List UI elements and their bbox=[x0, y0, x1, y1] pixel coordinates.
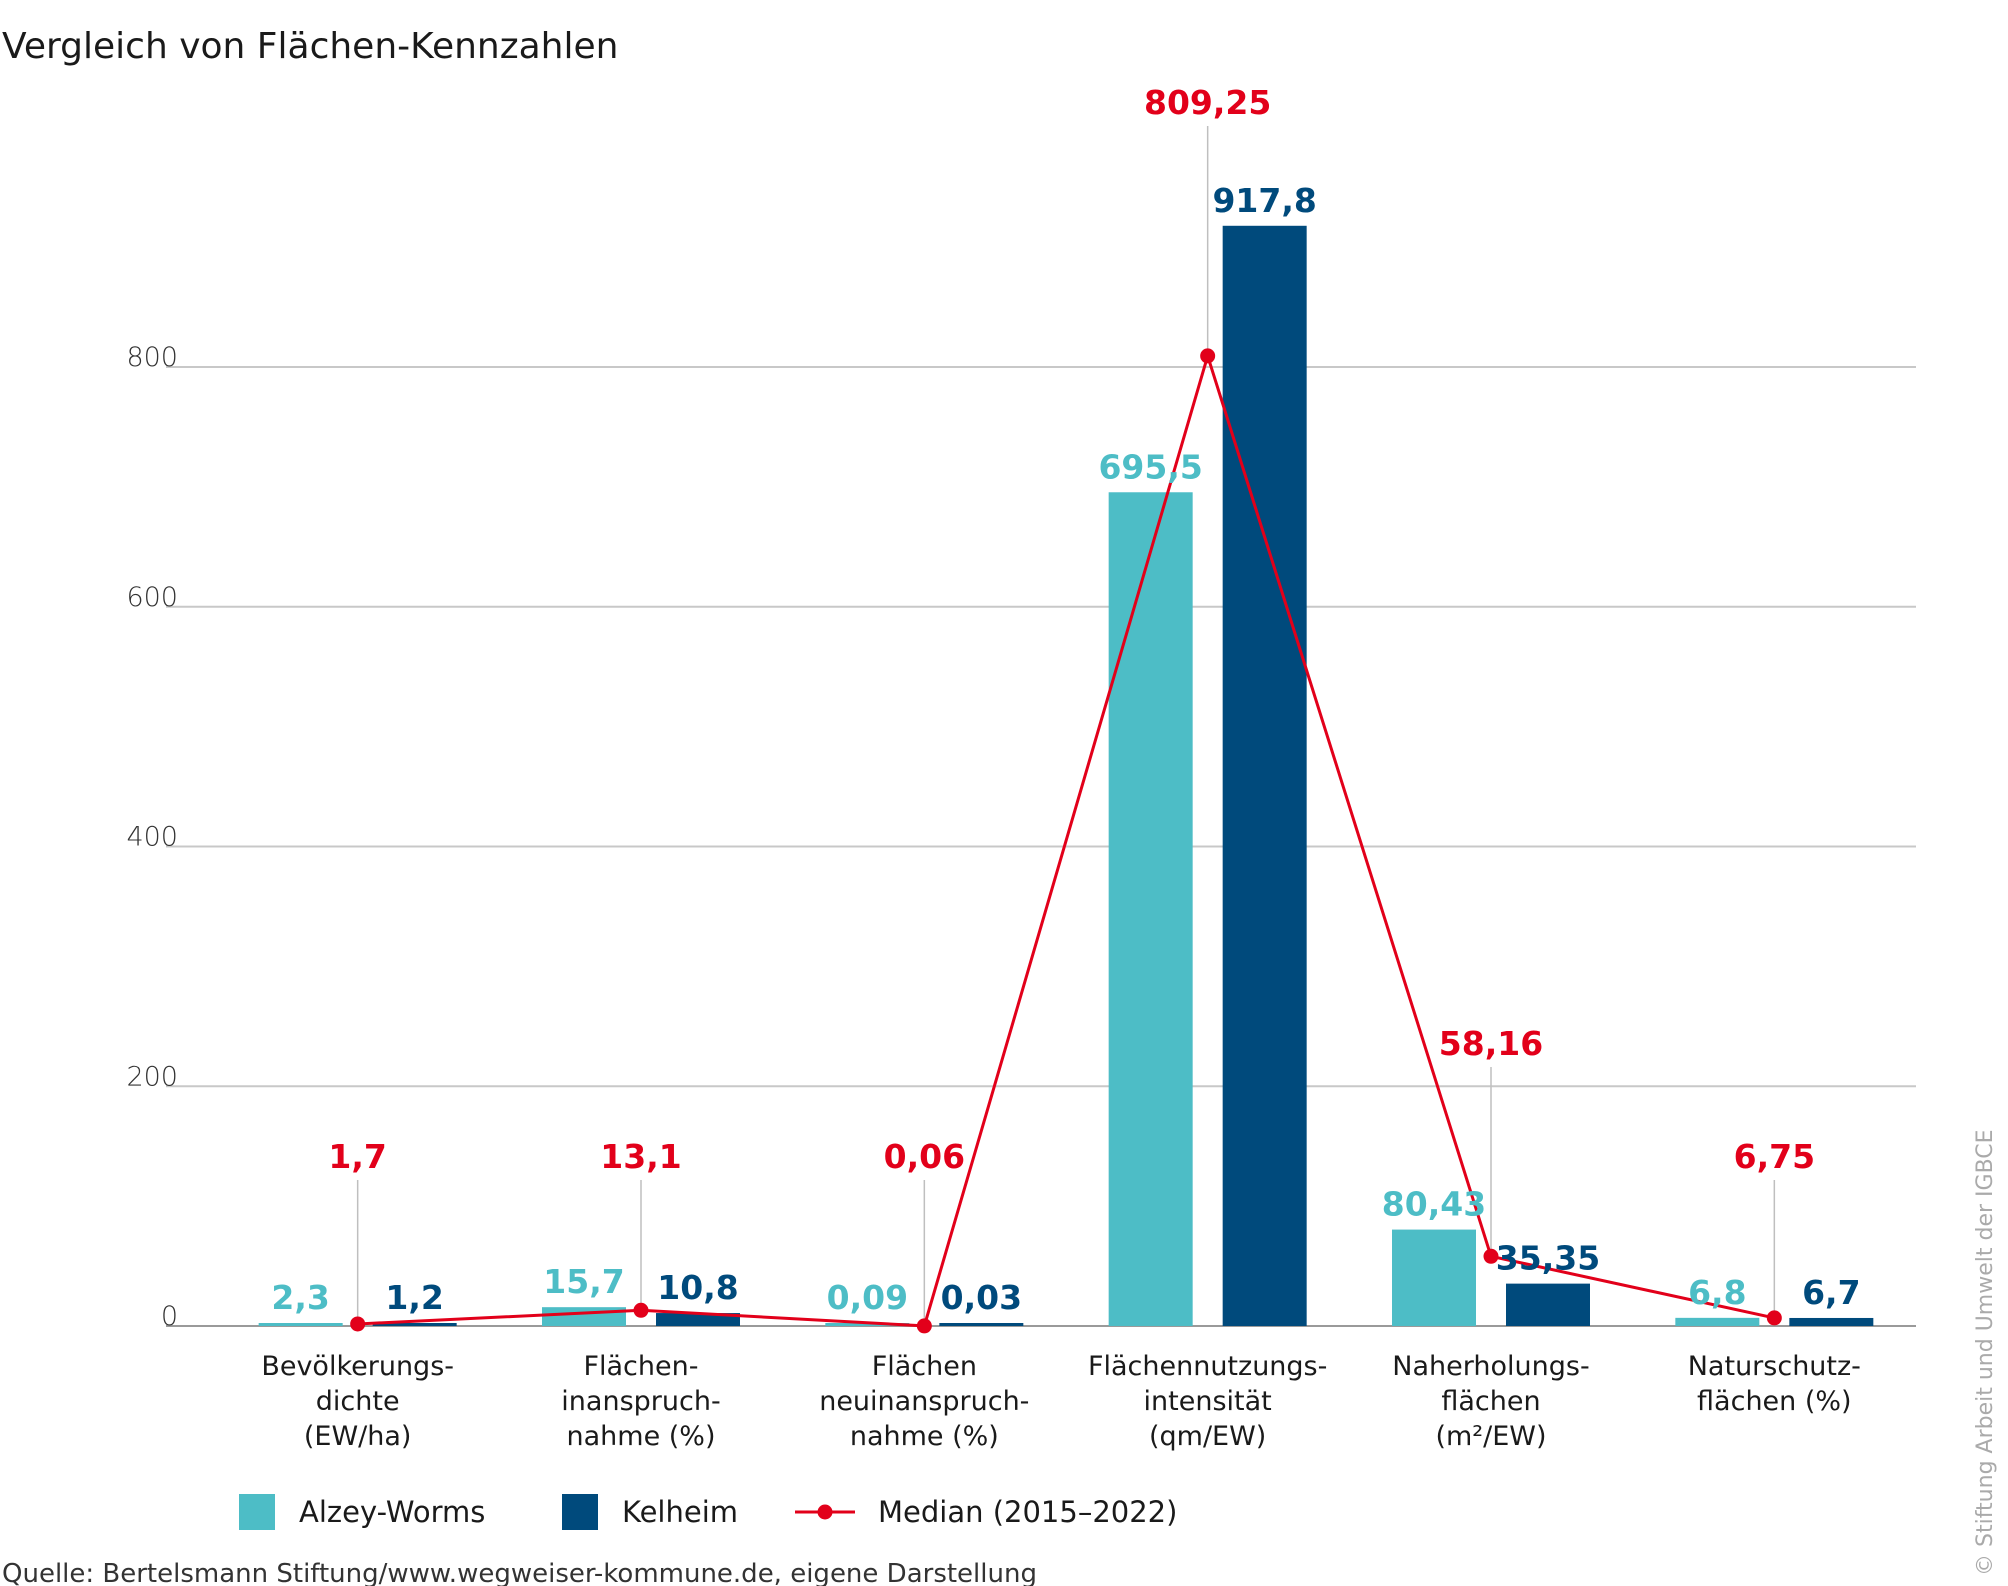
legend-label-alzey-worms: Alzey-Worms bbox=[299, 1495, 485, 1529]
value-label-kelheim: 917,8 bbox=[1212, 181, 1316, 220]
y-tick-label: 400 bbox=[126, 822, 178, 853]
y-tick-label: 600 bbox=[126, 582, 178, 613]
legend-swatch-alzey-worms bbox=[239, 1494, 275, 1530]
bar-kelheim bbox=[1506, 1283, 1590, 1326]
value-label-median: 1,7 bbox=[328, 1137, 386, 1176]
median-point bbox=[1483, 1248, 1499, 1264]
category-label: Flächen neuinanspruch-nahme (%) bbox=[819, 1351, 1029, 1452]
category-label-line: (EW/ha) bbox=[304, 1421, 412, 1452]
value-label-kelheim: 1,2 bbox=[385, 1278, 443, 1317]
category-label-line: flächen bbox=[1441, 1386, 1540, 1417]
legend-label-kelheim: Kelheim bbox=[622, 1495, 738, 1529]
bar-kelheim bbox=[1222, 225, 1307, 1327]
y-tick-label: 200 bbox=[126, 1061, 178, 1092]
value-label-alzey-worms: 80,43 bbox=[1382, 1185, 1486, 1224]
value-label-median: 0,06 bbox=[884, 1137, 965, 1176]
category-label-line: flächen (%) bbox=[1697, 1386, 1852, 1417]
category-label-line: Bevölkerungs- bbox=[261, 1351, 454, 1382]
category-label-line: Naturschutz- bbox=[1688, 1351, 1861, 1382]
value-label-median: 58,16 bbox=[1439, 1024, 1543, 1063]
value-label-kelheim: 6,7 bbox=[1802, 1273, 1860, 1312]
y-axis-ticks: 0 200 400 600 800 bbox=[126, 342, 178, 1332]
chart-title: Vergleich von Flächen-Kennzahlen bbox=[2, 26, 618, 67]
category-label: Flächen-inanspruch-nahme (%) bbox=[561, 1351, 720, 1452]
bar-kelheim bbox=[939, 1323, 1024, 1326]
bar-kelheim bbox=[656, 1313, 740, 1326]
category-label-line: Flächen- bbox=[583, 1351, 698, 1382]
legend: Alzey-Worms Kelheim Median (2015–2022) bbox=[239, 1494, 1177, 1530]
value-label-alzey-worms: 6,8 bbox=[1688, 1273, 1746, 1312]
category-label-line: Flächen bbox=[872, 1351, 977, 1382]
category-label-line: nahme (%) bbox=[567, 1421, 716, 1452]
value-label-median: 6,75 bbox=[1734, 1137, 1815, 1176]
legend-label-median: Median (2015–2022) bbox=[878, 1495, 1177, 1529]
bar-alzey-worms bbox=[1392, 1229, 1476, 1326]
category-label: Naturschutz-flächen (%) bbox=[1688, 1351, 1861, 1417]
y-tick-label: 0 bbox=[161, 1301, 178, 1332]
legend-swatch-kelheim bbox=[562, 1494, 598, 1530]
median-line-group: 1,7 13,1 0,06 809,25 58,16 6,75 bbox=[328, 83, 1815, 1334]
bar-kelheim bbox=[372, 1323, 457, 1326]
bar-alzey-worms bbox=[258, 1323, 343, 1326]
bars bbox=[258, 225, 1874, 1327]
median-point bbox=[350, 1316, 366, 1332]
source-note: Quelle: Bertelsmann Stiftung/www.wegweis… bbox=[2, 1559, 1037, 1586]
category-label-line: dichte bbox=[316, 1386, 400, 1417]
bar-alzey-worms bbox=[825, 1323, 910, 1326]
value-label-alzey-worms: 0,09 bbox=[827, 1278, 908, 1317]
median-point bbox=[1766, 1310, 1782, 1326]
category-label-line: intensität bbox=[1144, 1386, 1272, 1417]
median-point bbox=[1200, 348, 1216, 364]
value-label-alzey-worms: 695,5 bbox=[1098, 447, 1202, 486]
value-label-alzey-worms: 2,3 bbox=[271, 1278, 329, 1317]
value-label-kelheim: 10,8 bbox=[657, 1268, 738, 1307]
bar-kelheim bbox=[1789, 1317, 1874, 1326]
value-label-median: 13,1 bbox=[600, 1137, 681, 1176]
category-label-line: inanspruch- bbox=[561, 1386, 720, 1417]
category-label: Flächennutzungs-intensität (qm/EW) bbox=[1088, 1351, 1327, 1452]
category-labels: Bevölkerungs-dichte (EW/ha) Flächen-inansp… bbox=[261, 1351, 1861, 1452]
category-label-line: Flächennutzungs- bbox=[1088, 1351, 1327, 1382]
value-label-kelheim: 0,03 bbox=[941, 1278, 1022, 1317]
category-label-line: (qm/EW) bbox=[1149, 1421, 1266, 1452]
y-tick-label: 800 bbox=[126, 342, 178, 373]
bar-alzey-worms bbox=[1108, 492, 1193, 1326]
median-line bbox=[357, 354, 1775, 1328]
median-point bbox=[633, 1302, 649, 1318]
value-labels: 2,3 1,2 15,7 10,8 0,09 0,03 695,5 917,8 80,43 35,… bbox=[271, 181, 1860, 1317]
gridlines bbox=[166, 366, 1916, 1327]
category-label-line: Naherholungs- bbox=[1392, 1351, 1589, 1382]
value-label-median: 809,25 bbox=[1144, 83, 1271, 122]
bar-alzey-worms bbox=[1675, 1317, 1760, 1326]
category-label-line: (m²/EW) bbox=[1435, 1421, 1546, 1452]
category-label-line: neuinanspruch- bbox=[819, 1386, 1029, 1417]
copyright-note: © Stiftung Arbeit und Umwelt der IGBCE bbox=[1973, 1129, 1998, 1576]
value-label-kelheim: 35,35 bbox=[1496, 1239, 1600, 1278]
median-point bbox=[916, 1318, 932, 1334]
category-label: Naherholungs-flächen (m²/EW) bbox=[1392, 1351, 1589, 1452]
legend-marker-median bbox=[817, 1504, 833, 1520]
category-label: Bevölkerungs-dichte (EW/ha) bbox=[261, 1351, 454, 1452]
value-label-alzey-worms: 15,7 bbox=[543, 1262, 624, 1301]
bar-alzey-worms bbox=[542, 1307, 626, 1326]
category-label-line: nahme (%) bbox=[850, 1421, 999, 1452]
